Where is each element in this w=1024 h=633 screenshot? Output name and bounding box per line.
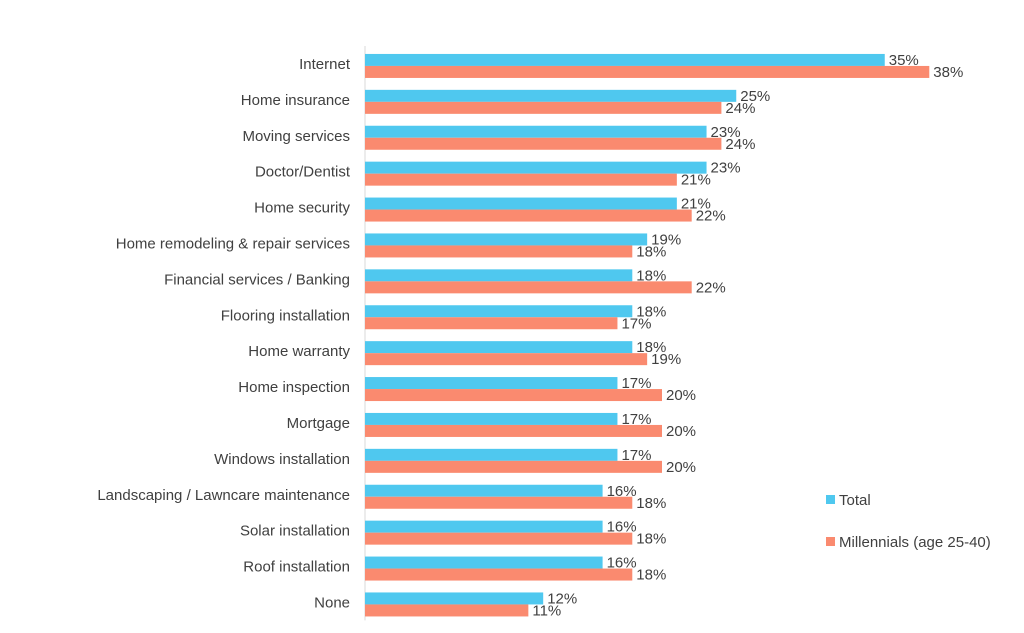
- data-label-total: 18%: [636, 267, 666, 284]
- bar-total: [365, 125, 707, 138]
- data-label-millennials: 38%: [933, 64, 963, 81]
- category-label: Home warranty: [248, 343, 350, 360]
- category-label: Landscaping / Lawncare maintenance: [97, 487, 350, 504]
- category-label: None: [314, 594, 350, 611]
- bar-millennials: [365, 532, 633, 545]
- data-label-total: 16%: [607, 555, 637, 572]
- data-label-total: 16%: [607, 519, 637, 536]
- data-label-total: 21%: [681, 196, 711, 213]
- bar-total: [365, 556, 603, 569]
- category-label: Home security: [254, 200, 350, 217]
- bar-total: [365, 53, 885, 66]
- bar-total: [365, 233, 648, 246]
- category-label: Home remodeling & repair services: [116, 235, 350, 252]
- bar-total: [365, 341, 633, 354]
- data-label-total: 12%: [547, 590, 577, 607]
- category-label: Moving services: [242, 128, 350, 145]
- bar-millennials: [365, 209, 692, 222]
- category-label: Doctor/Dentist: [255, 164, 351, 181]
- legend-label-millennials: Millennials (age 25-40): [839, 534, 991, 551]
- bar-millennials: [365, 137, 722, 150]
- data-label-millennials: 19%: [651, 351, 681, 368]
- category-label: Flooring installation: [221, 307, 350, 324]
- data-label-total: 25%: [740, 88, 770, 105]
- data-label-millennials: 17%: [621, 315, 651, 332]
- data-label-total: 18%: [636, 339, 666, 356]
- bar-total: [365, 377, 618, 390]
- data-label-total: 16%: [607, 483, 637, 500]
- bar-total: [365, 448, 618, 461]
- bar-millennials: [365, 65, 930, 78]
- bar-total: [365, 520, 603, 533]
- data-label-total: 23%: [711, 160, 741, 177]
- data-label-total: 35%: [889, 52, 919, 69]
- bar-millennials: [365, 173, 677, 186]
- data-label-total: 17%: [621, 447, 651, 464]
- bar-total: [365, 197, 677, 210]
- data-label-millennials: 18%: [636, 495, 666, 512]
- data-label-millennials: 24%: [725, 136, 755, 153]
- bar-millennials: [365, 281, 692, 294]
- data-label-millennials: 18%: [636, 243, 666, 260]
- category-label: Windows installation: [214, 451, 350, 468]
- bar-total: [365, 269, 633, 282]
- category-label: Home inspection: [238, 379, 350, 396]
- bar-total: [365, 305, 633, 318]
- category-label: Internet: [299, 56, 351, 73]
- category-label: Home insurance: [241, 92, 350, 109]
- data-label-millennials: 21%: [681, 172, 711, 189]
- bar-millennials: [365, 604, 529, 617]
- data-label-total: 18%: [636, 303, 666, 320]
- category-label: Solar installation: [240, 523, 350, 540]
- category-label: Roof installation: [243, 559, 350, 576]
- data-label-total: 19%: [651, 231, 681, 248]
- bar-millennials: [365, 496, 633, 509]
- bar-millennials: [365, 568, 633, 581]
- bar-total: [365, 592, 544, 605]
- legend-swatch-total: [826, 495, 835, 504]
- data-label-total: 17%: [621, 411, 651, 428]
- bar-total: [365, 161, 707, 174]
- data-label-millennials: 20%: [666, 459, 696, 476]
- data-label-millennials: 11%: [532, 602, 561, 619]
- bar-millennials: [365, 317, 618, 330]
- bar-total: [365, 484, 603, 497]
- legend-label-total: Total: [839, 492, 871, 509]
- bar-millennials: [365, 245, 633, 258]
- bar-millennials: [365, 353, 648, 366]
- bar-millennials: [365, 101, 722, 114]
- data-label-millennials: 18%: [636, 567, 666, 584]
- bar-total: [365, 412, 618, 425]
- data-label-millennials: 20%: [666, 423, 696, 440]
- legend-swatch-millennials: [826, 537, 835, 546]
- category-label: Financial services / Banking: [164, 271, 350, 288]
- data-label-millennials: 20%: [666, 387, 696, 404]
- bar-millennials: [365, 424, 662, 437]
- bar-millennials: [365, 460, 662, 473]
- data-label-millennials: 22%: [696, 279, 726, 296]
- data-label-millennials: 24%: [725, 100, 755, 117]
- data-label-total: 17%: [621, 375, 651, 392]
- data-label-total: 23%: [711, 124, 741, 141]
- bar-total: [365, 89, 737, 102]
- data-label-millennials: 18%: [636, 531, 666, 548]
- bar-millennials: [365, 389, 662, 402]
- data-label-millennials: 22%: [696, 208, 726, 225]
- category-label: Mortgage: [287, 415, 350, 432]
